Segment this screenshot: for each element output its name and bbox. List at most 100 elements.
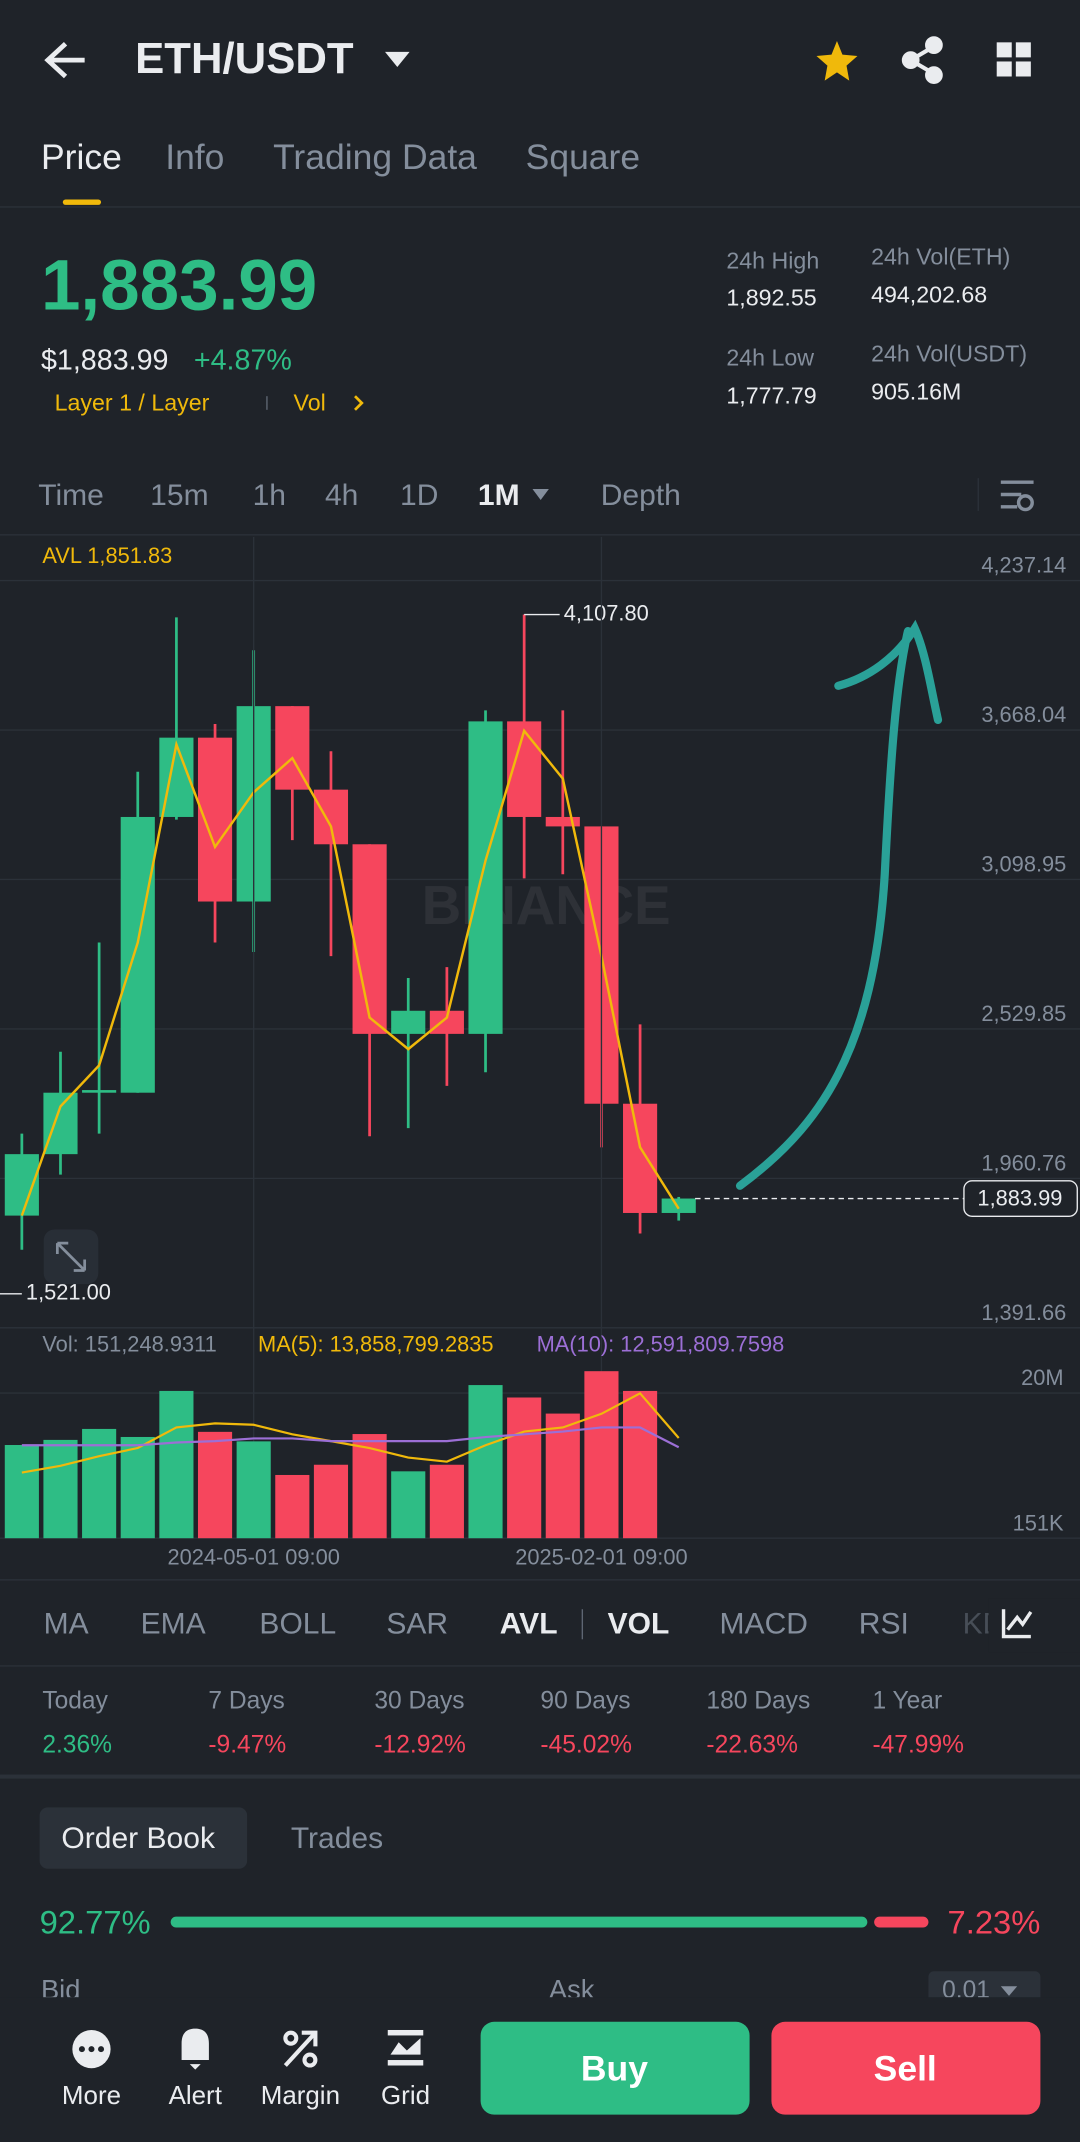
candle-body (661, 1198, 696, 1213)
indicator-settings-icon[interactable] (1001, 1609, 1033, 1639)
divider (0, 1774, 1080, 1779)
candle-body (275, 706, 310, 790)
volume-bar (623, 1390, 658, 1539)
interval[interactable]: 15m (150, 479, 208, 512)
volume-bar (584, 1371, 619, 1539)
x-tick-label: 2025-02-01 09:00 (515, 1544, 687, 1569)
candle-body (313, 789, 349, 845)
interval[interactable]: 1D (400, 479, 438, 512)
grid-icon[interactable] (387, 2029, 424, 2066)
drawn-arrowhead (834, 619, 943, 725)
margin-icon[interactable] (283, 2030, 318, 2068)
period-change: -22.63% (706, 1731, 798, 1758)
candle-body (82, 1090, 117, 1093)
chart-settings-icon[interactable] (1000, 480, 1034, 512)
indicator[interactable]: MA (44, 1608, 89, 1641)
buy-label[interactable]: Buy (581, 2048, 648, 2088)
indicator-active[interactable]: AVL (500, 1608, 558, 1641)
candle-body (352, 844, 387, 1034)
candle-body (468, 721, 503, 1034)
period-change: -47.99% (872, 1731, 964, 1758)
tab-button-active[interactable] (39, 1807, 248, 1869)
tab[interactable]: Info (165, 137, 224, 177)
stat-value: 1,777.79 (726, 383, 816, 409)
bottom-item[interactable]: More (62, 2082, 121, 2110)
divider (0, 1579, 1080, 1581)
interval-active[interactable]: 1M (478, 479, 520, 512)
buy-button[interactable] (480, 2021, 750, 2115)
interval-dropdown[interactable] (532, 489, 549, 500)
bottom-item[interactable]: Grid (381, 2082, 430, 2110)
tab[interactable]: Price (41, 137, 122, 177)
sell-label[interactable]: Sell (874, 2048, 937, 2088)
indicator[interactable]: RSI (859, 1608, 909, 1641)
candle-body (43, 1092, 78, 1155)
pair-dropdown[interactable] (385, 51, 410, 67)
candle-body (197, 737, 233, 902)
high-label: 4,107.80 (564, 600, 649, 625)
tab[interactable]: Square (526, 137, 640, 177)
period-change: -12.92% (374, 1731, 466, 1758)
tab[interactable]: Order Book (61, 1822, 216, 1855)
usd-price: $1,883.99 (41, 345, 169, 377)
tab[interactable]: Trading Data (273, 137, 477, 177)
volume-bar (391, 1471, 426, 1539)
period-label: 90 Days (540, 1688, 630, 1715)
interval[interactable]: 4h (325, 479, 358, 512)
interval[interactable]: Time (38, 479, 104, 512)
stat-label: 24h Vol(ETH) (871, 243, 1010, 269)
indicator[interactable]: BOLL (259, 1608, 336, 1641)
interval[interactable]: 1h (253, 479, 286, 512)
y-tick-label: 4,237.14 (981, 553, 1066, 578)
x-tick-label: 2024-05-01 09:00 (167, 1544, 339, 1569)
divider (0, 1665, 1080, 1667)
tab[interactable]: Trades (291, 1822, 383, 1855)
y-tick-label: 3,668.04 (981, 702, 1066, 727)
back-icon[interactable] (44, 41, 85, 79)
legend-entry: MA(10): 12,591,809.7598 (537, 1331, 785, 1356)
indicator-active[interactable]: VOL (608, 1608, 670, 1641)
ask-percent: 7.23% (948, 1903, 1041, 1940)
indicator[interactable]: EMA (141, 1608, 206, 1641)
volume-bar (197, 1431, 233, 1539)
stat-label: 24h Vol(USDT) (871, 340, 1027, 366)
indicator[interactable]: SAR (386, 1608, 448, 1641)
period-label: Today (42, 1688, 108, 1715)
y-tick-label: 3,098.95 (981, 852, 1066, 877)
sell-button[interactable] (771, 2021, 1041, 2115)
y-tick-label: 2,529.85 (981, 1001, 1066, 1026)
pair-title[interactable]: ETH/USDT (135, 34, 354, 83)
candle-body (545, 816, 580, 827)
price-change: +4.87% (194, 345, 292, 377)
expand-icon (55, 1241, 87, 1272)
divider (581, 1609, 584, 1640)
last-price: 1,883.99 (41, 247, 317, 326)
period-change: 2.36% (42, 1731, 112, 1758)
avl-label: AVL 1,851.83 (42, 543, 172, 568)
share-icon[interactable] (901, 36, 943, 85)
volume-bar (468, 1385, 503, 1539)
divider (0, 206, 1080, 208)
candle-body (623, 1103, 658, 1213)
bid-percent: 92.77% (40, 1903, 151, 1940)
alert-icon[interactable] (181, 2028, 209, 2070)
favorite-icon[interactable] (816, 40, 858, 81)
stat-value: 905.16M (871, 379, 961, 405)
indicator[interactable]: MACD (720, 1608, 808, 1641)
bottom-item[interactable]: Margin (261, 2082, 340, 2110)
y-tick-label: 20M (1021, 1365, 1063, 1390)
divider (0, 534, 1080, 536)
volume-bar (352, 1434, 387, 1539)
ma-line (21, 1391, 680, 1474)
volume-bar (313, 1464, 349, 1539)
interval[interactable]: Depth (601, 479, 681, 512)
layout-icon[interactable] (996, 42, 1031, 77)
bottom-item[interactable]: Alert (169, 2082, 223, 2110)
tag[interactable]: Layer 1 / Layer (55, 389, 210, 415)
more-icon[interactable] (72, 2029, 111, 2069)
vol-link[interactable]: Vol (294, 389, 326, 415)
avl-line (20, 728, 680, 1217)
